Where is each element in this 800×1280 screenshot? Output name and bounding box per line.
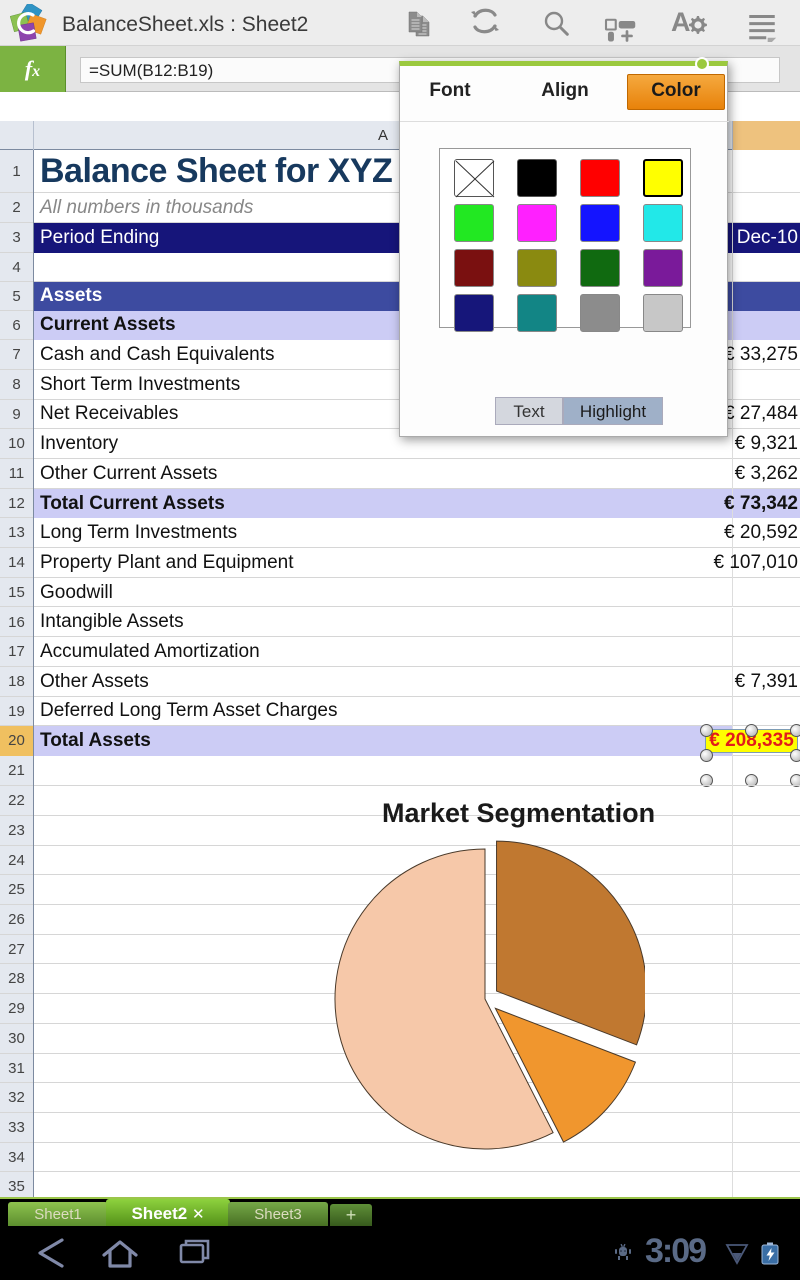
svg-text:A: A xyxy=(671,7,691,37)
